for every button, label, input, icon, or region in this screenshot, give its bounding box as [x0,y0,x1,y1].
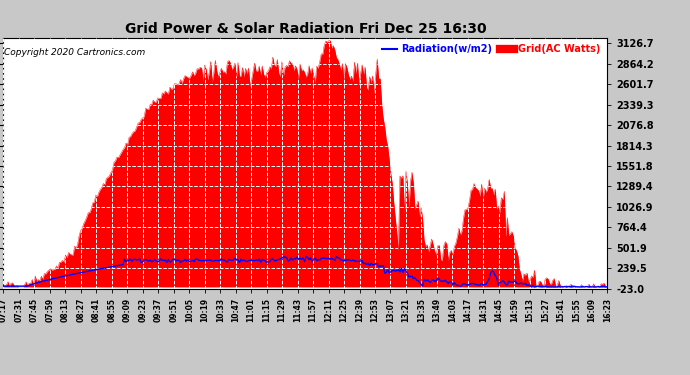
Legend: Radiation(w/m2), Grid(AC Watts): Radiation(w/m2), Grid(AC Watts) [380,42,602,56]
Text: Copyright 2020 Cartronics.com: Copyright 2020 Cartronics.com [4,48,146,57]
Title: Grid Power & Solar Radiation Fri Dec 25 16:30: Grid Power & Solar Radiation Fri Dec 25 … [124,22,486,36]
